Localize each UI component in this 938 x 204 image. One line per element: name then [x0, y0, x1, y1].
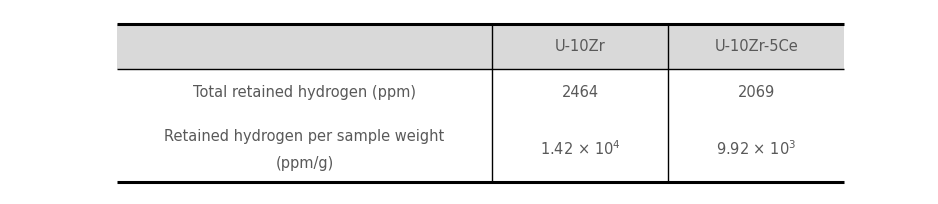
Bar [117, 24, 844, 69]
Text: 2069: 2069 [737, 85, 775, 100]
Text: Retained hydrogen per sample weight: Retained hydrogen per sample weight [164, 129, 445, 144]
Text: Total retained hydrogen (ppm): Total retained hydrogen (ppm) [193, 85, 416, 100]
Text: 9.92 × 10$^{3}$: 9.92 × 10$^{3}$ [716, 139, 796, 158]
Text: U-10Zr: U-10Zr [554, 39, 605, 54]
Bar [117, 69, 844, 182]
Text: 2464: 2464 [561, 85, 598, 100]
Text: 1.42 × 10$^{4}$: 1.42 × 10$^{4}$ [539, 139, 620, 158]
Text: U-10Zr-5Ce: U-10Zr-5Ce [715, 39, 798, 54]
Text: (ppm/g): (ppm/g) [276, 156, 334, 171]
